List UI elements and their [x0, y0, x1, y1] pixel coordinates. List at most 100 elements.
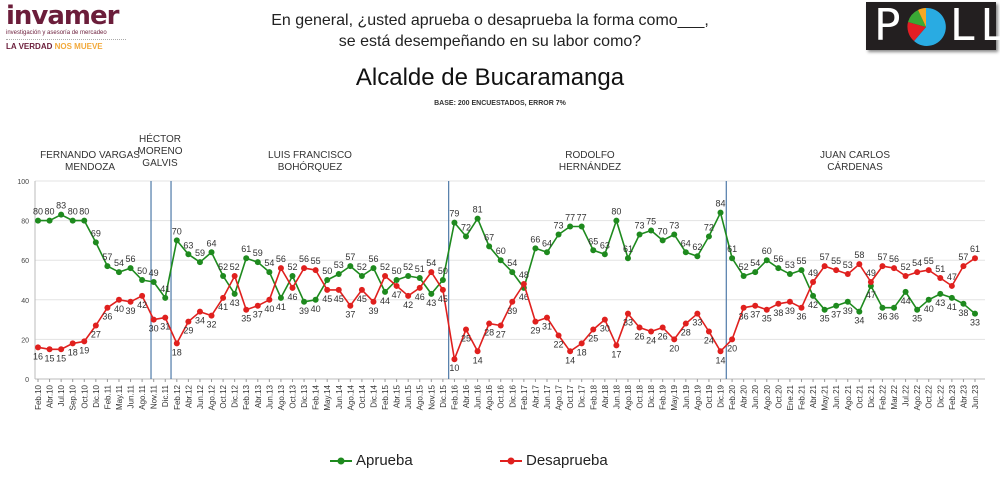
data-label-desaprueba: 39: [507, 306, 517, 316]
data-point-aprueba: [486, 243, 493, 250]
data-point-aprueba: [474, 215, 481, 222]
data-point-desaprueba: [173, 340, 180, 347]
data-label-desaprueba: 45: [334, 294, 344, 304]
data-label-aprueba: 41: [276, 302, 286, 312]
data-label-aprueba: 64: [542, 238, 552, 248]
data-point-aprueba: [196, 259, 203, 266]
data-point-desaprueba: [347, 302, 354, 309]
data-point-desaprueba: [474, 348, 481, 355]
data-point-aprueba: [497, 257, 504, 264]
data-label-desaprueba: 35: [241, 314, 251, 324]
data-point-aprueba: [960, 300, 967, 307]
data-label-desaprueba: 56: [276, 254, 286, 264]
y-tick-label: 40: [21, 298, 29, 305]
data-point-aprueba: [786, 271, 793, 278]
data-label-desaprueba: 37: [750, 310, 760, 320]
data-label-desaprueba: 36: [102, 312, 112, 322]
x-tick-label: Jun.18: [612, 384, 621, 409]
data-point-desaprueba: [277, 265, 284, 272]
data-label-desaprueba: 22: [554, 339, 564, 349]
data-label-aprueba: 79: [449, 209, 459, 219]
x-tick-label: Nov.15: [427, 384, 436, 409]
data-point-desaprueba: [914, 269, 921, 276]
data-label-aprueba: 53: [334, 260, 344, 270]
data-label-aprueba: 50: [392, 266, 402, 276]
data-label-aprueba: 81: [473, 205, 483, 215]
data-point-aprueba: [463, 233, 470, 240]
y-tick-label: 60: [21, 258, 29, 265]
data-label-desaprueba: 24: [704, 335, 714, 345]
data-point-aprueba: [937, 290, 944, 297]
data-label-aprueba: 70: [172, 226, 182, 236]
data-point-aprueba: [405, 273, 412, 280]
data-point-desaprueba: [416, 284, 423, 291]
data-point-aprueba: [150, 278, 157, 285]
data-label-desaprueba: 47: [947, 272, 957, 282]
data-label-desaprueba: 38: [773, 308, 783, 318]
data-point-aprueba: [324, 277, 331, 283]
data-point-desaprueba: [543, 314, 550, 321]
data-point-aprueba: [555, 231, 562, 238]
x-tick-label: Dic.10: [92, 384, 101, 407]
data-label-desaprueba: 31: [160, 322, 170, 332]
x-tick-label: Jul.22: [902, 384, 911, 406]
legend-label-aprueba: Aprueba: [356, 452, 413, 469]
data-point-aprueba: [358, 273, 365, 280]
x-tick-label: Dic.15: [439, 384, 448, 407]
data-label-aprueba: 55: [796, 256, 806, 266]
data-point-aprueba: [659, 237, 666, 244]
data-label-aprueba: 52: [287, 262, 297, 272]
data-point-desaprueba: [555, 332, 562, 339]
x-tick-label: Dic.14: [369, 384, 378, 407]
series-line-desaprueba: [37, 257, 976, 360]
data-point-aprueba: [69, 217, 76, 224]
mayor-label-vargas: FERNANDO VARGAS MENDOZA: [30, 150, 150, 174]
data-label-desaprueba: 58: [854, 250, 864, 260]
data-point-desaprueba: [671, 336, 678, 343]
data-point-aprueba: [972, 310, 978, 317]
data-label-aprueba: 44: [380, 296, 390, 306]
data-point-desaprueba: [636, 324, 643, 331]
data-label-aprueba: 75: [646, 217, 656, 227]
data-label-desaprueba: 52: [230, 262, 240, 272]
x-tick-label: Jun.16: [474, 384, 483, 409]
poll-logo: P LL: [866, 2, 1000, 50]
x-tick-label: Ago.13: [277, 384, 286, 410]
data-point-aprueba: [775, 265, 782, 272]
data-label-desaprueba: 55: [311, 256, 321, 266]
x-tick-label: Abr.17: [531, 384, 540, 408]
survey-question: En general, ¿usted aprueba o desaprueba …: [230, 10, 750, 52]
data-label-desaprueba: 14: [715, 355, 725, 365]
data-label-desaprueba: 41: [218, 302, 228, 312]
series-line-aprueba: [38, 211, 976, 315]
x-tick-label: May.19: [670, 384, 679, 410]
data-point-desaprueba: [659, 324, 666, 331]
data-label-aprueba: 64: [681, 238, 691, 248]
data-point-desaprueba: [439, 286, 446, 293]
mayor-name-line: HERNÁNDEZ: [558, 162, 622, 173]
legend-marker-desaprueba: [500, 457, 522, 464]
x-tick-label: Feb.21: [797, 384, 806, 409]
data-label-aprueba: 37: [831, 310, 841, 320]
data-point-aprueba: [335, 271, 342, 278]
x-tick-label: Oct.14: [358, 384, 367, 408]
data-label-aprueba: 57: [345, 252, 355, 262]
data-label-aprueba: 56: [368, 254, 378, 264]
data-label-aprueba: 64: [207, 238, 217, 248]
x-tick-label: Oct.22: [925, 384, 934, 408]
data-label-aprueba: 44: [901, 296, 911, 306]
data-point-aprueba: [624, 255, 631, 262]
data-point-desaprueba: [254, 302, 261, 309]
x-tick-label: Oct.10: [80, 384, 89, 408]
x-tick-label: Oct.13: [288, 384, 297, 408]
data-label-aprueba: 59: [253, 248, 263, 258]
x-tick-label: Abr.23: [959, 384, 968, 408]
data-label-desaprueba: 49: [808, 268, 818, 278]
data-label-desaprueba: 10: [449, 363, 459, 373]
data-point-aprueba: [439, 277, 446, 283]
x-tick-label: Dic.18: [647, 384, 656, 407]
data-label-desaprueba: 42: [137, 300, 147, 310]
data-label-desaprueba: 26: [635, 332, 645, 342]
data-label-aprueba: 40: [924, 304, 934, 314]
